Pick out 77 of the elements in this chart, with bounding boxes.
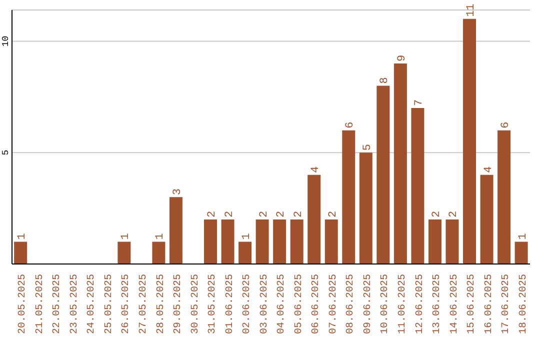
bar [376,86,390,264]
data-label: 2 [258,210,270,218]
bar [290,219,304,264]
bar [480,174,494,264]
data-label: 2 [276,210,288,218]
data-label: 1 [16,232,29,240]
x-tick-label: 02.06.2025 [242,274,254,334]
data-label: 3 [172,188,184,196]
bar [204,219,218,264]
y-tick-label: 10 [1,36,11,47]
data-label: 11 [466,3,478,17]
x-tick-label: 10.06.2025 [380,274,392,334]
bar [238,242,252,264]
bar [498,130,511,264]
data-label: 8 [379,77,392,84]
bar [446,219,459,264]
x-tick-label: 12.06.2025 [414,274,426,334]
x-tick-label: 04.06.2025 [276,274,288,334]
x-tick-label: 21.05.2025 [34,274,46,334]
data-label: 1 [241,232,254,240]
data-label: 2 [206,210,219,218]
x-tick-label: 31.05.2025 [208,274,219,334]
bar [514,242,528,264]
x-tick-label: 26.05.2025 [121,274,132,334]
bar [359,152,372,264]
data-label: 2 [327,210,340,218]
bar [308,174,321,264]
x-tick-label: 18.06.2025 [518,274,530,334]
data-label: 2 [430,210,443,218]
bar [342,130,356,264]
bar [14,242,28,264]
x-tick-label: 11.06.2025 [398,274,408,334]
bar [256,219,269,264]
x-tick-label: 07.06.2025 [328,274,340,334]
x-tick-label: 27.05.2025 [138,274,150,334]
x-tick-label: 16.06.2025 [484,274,495,334]
data-label: 9 [396,54,408,62]
bar [169,197,182,264]
x-tick-label: 23.05.2025 [69,274,80,334]
x-tick-label: 22.05.2025 [52,274,64,334]
bar [152,242,166,264]
x-tick-label: 15.06.2025 [466,274,478,334]
data-label: 1 [517,232,530,240]
x-tick-label: 24.05.2025 [86,274,98,334]
data-label: 6 [500,122,512,128]
x-tick-label: 25.05.2025 [104,274,115,334]
x-tick-label: 14.06.2025 [449,274,460,334]
bar [428,219,442,264]
data-label: 2 [448,210,460,218]
data-label: 4 [310,166,322,173]
bar [273,219,286,264]
data-label: 2 [292,210,305,218]
x-tick-label: 08.06.2025 [346,274,357,334]
x-tick-label: 28.05.2025 [156,274,167,334]
bar [221,219,234,264]
data-label: 2 [224,210,236,218]
x-tick-label: 30.05.2025 [190,274,202,334]
x-tick-label: 13.06.2025 [432,274,444,334]
x-tick-label: 03.06.2025 [259,274,270,334]
bar [394,63,407,264]
bar [324,219,338,264]
x-tick-label: 20.05.2025 [18,274,29,334]
data-label: 1 [120,232,132,240]
x-tick-label: 06.06.2025 [311,274,322,334]
data-label: 4 [482,166,495,173]
x-tick-label: 09.06.2025 [362,274,374,334]
data-label: 5 [362,144,374,151]
bar [463,18,476,264]
data-label: 1 [154,232,167,240]
bar [118,242,131,264]
data-label: 7 [414,99,426,106]
x-tick-label: 17.06.2025 [501,274,512,334]
bar [411,108,424,264]
x-tick-label: 29.05.2025 [173,274,184,334]
data-label: 6 [344,122,357,128]
x-tick-label: 05.06.2025 [294,274,305,334]
x-tick-label: 01.06.2025 [224,274,236,334]
